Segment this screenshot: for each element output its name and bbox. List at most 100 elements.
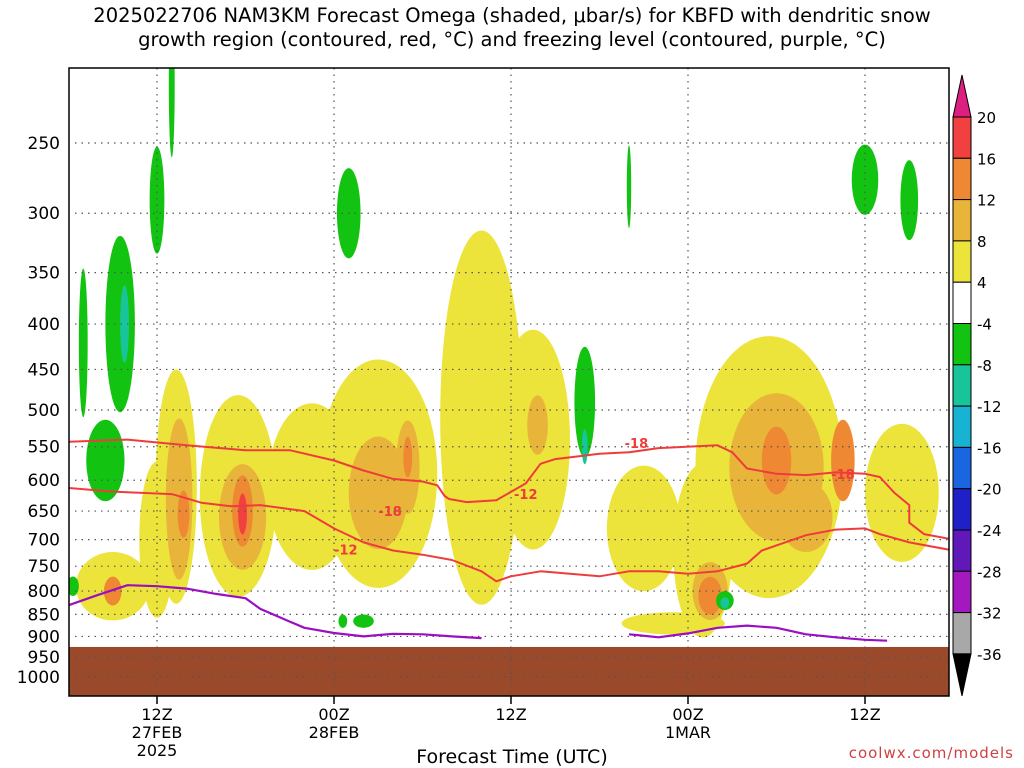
- omega-blob: [574, 346, 596, 458]
- colorbar-segment: [952, 240, 972, 283]
- omega-blob: [78, 268, 88, 418]
- omega-blob: [698, 576, 722, 615]
- omega-blob: [626, 145, 632, 229]
- omega-blob: [105, 235, 135, 413]
- colorbar-label: -24: [977, 522, 1002, 540]
- colorbar-segment: [952, 199, 972, 242]
- colorbar-label: -8: [977, 357, 992, 375]
- omega-blob: [149, 146, 165, 254]
- omega-blob: [900, 160, 919, 241]
- omega-blob: [238, 493, 247, 535]
- omega-blob: [353, 614, 374, 628]
- y-tick-label: 750: [28, 557, 60, 577]
- colorbar-label: -12: [977, 398, 1002, 416]
- omega-blob: [779, 481, 833, 553]
- contour-lines: [69, 438, 949, 642]
- y-tick-label: 600: [28, 471, 60, 491]
- contour-label: -12: [334, 543, 358, 558]
- y-tick-label: 800: [28, 582, 60, 602]
- chart-title: 2025022706 NAM3KM Forecast Omega (shaded…: [0, 4, 1024, 52]
- y-tick-label: 550: [28, 438, 60, 458]
- omega-blob: [831, 419, 855, 502]
- x-tick-label: 28FEB: [309, 723, 360, 742]
- omega-blob: [440, 230, 523, 605]
- omega-blob: [606, 465, 681, 592]
- colorbar-label: -32: [977, 605, 1002, 623]
- contour-label: -18: [831, 468, 855, 483]
- colorbar: 20 16 12 8 4 -4 -8 -12 -16 -20 -24 -28 -32 -36: [952, 74, 1002, 697]
- colorbar-segment: [952, 570, 972, 614]
- freezing-level-contour: [69, 584, 482, 640]
- chart-title-line1: 2025022706 NAM3KM Forecast Omega (shaded…: [93, 4, 931, 27]
- colorbar-segment: [952, 488, 972, 531]
- colorbar-label: 12: [977, 192, 996, 210]
- colorbar-segment: [952, 405, 972, 448]
- y-tick-label: 900: [28, 627, 60, 647]
- colorbar-segment: [952, 612, 972, 655]
- colorbar-segment: [952, 281, 972, 325]
- omega-blob: [865, 423, 939, 562]
- colorbar-segment: [952, 323, 972, 366]
- omega-blob: [348, 436, 408, 550]
- x-tick-label: 12Z: [849, 705, 880, 724]
- colorbar-label: 4: [977, 274, 987, 292]
- watermark: coolwx.com/models: [848, 744, 1014, 762]
- y-tick-label: 500: [28, 401, 60, 421]
- colorbar-label: -4: [977, 316, 992, 334]
- contour-label: -18: [378, 505, 402, 520]
- x-tick-label: 1MAR: [665, 723, 711, 742]
- freezing-level-contour: [628, 624, 888, 642]
- colorbar-segment: [952, 446, 972, 490]
- omega-blob: [177, 490, 190, 538]
- omega-blob: [761, 426, 792, 495]
- plot-frame: [68, 67, 950, 697]
- colorbar-label: -16: [977, 439, 1002, 457]
- y-tick-label: 700: [28, 531, 60, 551]
- omega-blob: [120, 285, 129, 363]
- omega-blob: [527, 395, 548, 455]
- x-tick-label: 12Z: [141, 705, 172, 724]
- colorbar-label: -20: [977, 481, 1002, 499]
- y-tick-label: 950: [28, 648, 60, 668]
- colorbar-segment: [952, 529, 972, 572]
- y-tick-label: 450: [28, 360, 60, 380]
- x-tick-label: 2025: [137, 741, 178, 760]
- colorbar-segment: [952, 116, 972, 159]
- omega-blob: [338, 614, 348, 628]
- colorbar-top-arrow: [952, 74, 972, 118]
- omega-blob: [621, 612, 725, 635]
- y-tick-label: 250: [28, 134, 60, 154]
- chart-title-line2: growth region (contoured, red, °C) and f…: [138, 28, 886, 51]
- x-tick-label: 27FEB: [132, 723, 183, 742]
- x-tick-label: 12Z: [495, 705, 526, 724]
- y-tick-label: 300: [28, 204, 60, 224]
- omega-blob: [403, 436, 413, 478]
- omega-blob: [168, 68, 175, 158]
- x-tick-label: 00Z: [672, 705, 703, 724]
- colorbar-segment: [952, 157, 972, 201]
- contour-label: -12: [514, 488, 538, 503]
- dgz-contour: [69, 486, 949, 583]
- grid-lines: [75, 68, 949, 696]
- omega-shading: [69, 68, 939, 638]
- y-tick-label: 350: [28, 264, 60, 284]
- x-axis-title: Forecast Time (UTC): [416, 746, 608, 768]
- contour-label: -18: [625, 437, 649, 452]
- colorbar-label: 16: [977, 150, 996, 168]
- colorbar-bottom-arrow: [952, 653, 972, 697]
- colorbar-label: 20: [977, 109, 996, 127]
- colorbar-label: 8: [977, 233, 987, 251]
- colorbar-label: -28: [977, 563, 1002, 581]
- contour-labels: -18 -12 -12 -18 -18: [334, 437, 855, 558]
- y-axis: 2503003504004505005506006507007508008509…: [17, 134, 60, 688]
- y-tick-label: 1000: [17, 668, 60, 688]
- y-tick-label: 650: [28, 502, 60, 522]
- terrain-fill: [69, 646, 949, 696]
- y-tick-label: 400: [28, 315, 60, 335]
- colorbar-label: -36: [977, 646, 1002, 664]
- colorbar-segment: [952, 364, 972, 407]
- omega-blob: [720, 597, 730, 609]
- dgz-contour: [69, 438, 949, 540]
